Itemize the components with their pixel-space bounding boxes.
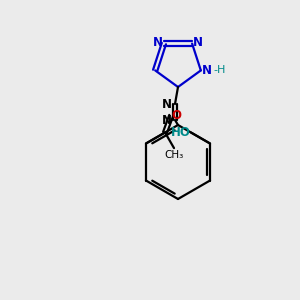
- Text: N: N: [202, 64, 212, 77]
- Text: N: N: [162, 113, 172, 127]
- Text: N: N: [153, 36, 163, 49]
- Text: HO: HO: [171, 126, 191, 139]
- Text: N: N: [162, 98, 172, 110]
- Text: -H: -H: [214, 65, 226, 75]
- Text: CH₃: CH₃: [164, 150, 184, 160]
- Text: N: N: [193, 36, 203, 49]
- Text: O: O: [171, 109, 181, 122]
